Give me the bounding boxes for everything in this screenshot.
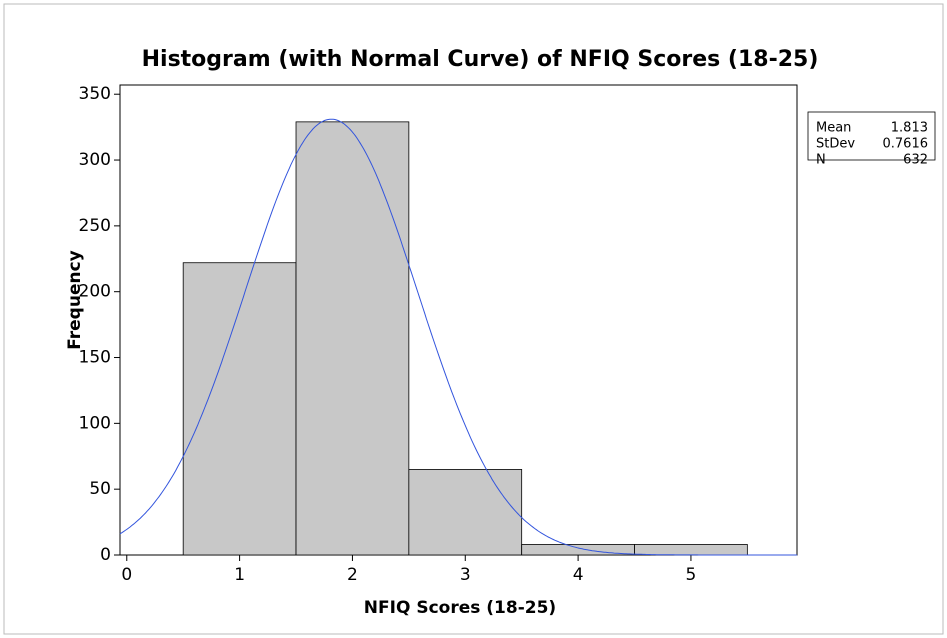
y-tick-label: 300 (79, 150, 111, 170)
y-tick-label: 250 (79, 216, 111, 236)
stats-label: StDev (816, 137, 855, 152)
x-tick-label: 1 (234, 565, 245, 585)
stats-value: 1.813 (891, 121, 928, 136)
bar (634, 544, 748, 556)
stats-label: Mean (816, 121, 851, 136)
stats-value: 0.7616 (883, 137, 929, 152)
stats-box (807, 111, 936, 161)
y-tick-label: 150 (79, 348, 111, 368)
normal-curve (119, 118, 797, 556)
stats-label: N (816, 153, 826, 168)
bar (295, 121, 410, 556)
x-axis-label: NFIQ Scores (18-25) (364, 598, 556, 618)
x-tick-label: 2 (347, 565, 358, 585)
bar (182, 262, 297, 556)
bar (408, 469, 523, 556)
y-tick-label: 350 (79, 84, 111, 104)
y-tick-label: 50 (89, 479, 111, 499)
y-tick-label: 100 (79, 413, 111, 433)
x-tick-label: 0 (121, 565, 132, 585)
chart-title: Histogram (with Normal Curve) of NFIQ Sc… (142, 47, 819, 72)
x-tick-label: 5 (686, 565, 697, 585)
y-axis-label: Frequency (65, 250, 85, 350)
x-tick-label: 4 (573, 565, 584, 585)
y-tick-label: 0 (100, 545, 111, 565)
stats-value: 632 (903, 153, 928, 168)
y-tick-label: 200 (79, 282, 111, 302)
x-tick-label: 3 (460, 565, 471, 585)
